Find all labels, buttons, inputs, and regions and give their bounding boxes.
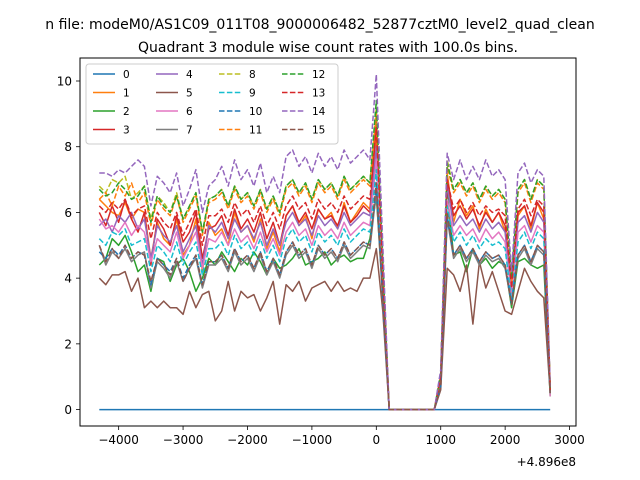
legend-label-2: 2	[123, 106, 130, 118]
figure-suptitle: n file: modeM0/AS1C09_011T08_9000006482_…	[45, 17, 594, 33]
x-tick-label: −3000	[163, 433, 204, 447]
legend-label-4: 4	[186, 69, 193, 81]
legend-label-11: 11	[249, 124, 262, 136]
series-line-6	[98, 159, 551, 411]
x-tick-label: 0	[372, 433, 380, 447]
plot-area-frame	[79, 57, 577, 427]
x-axis-offset-label: +4.896e8	[517, 455, 576, 469]
legend-label-8: 8	[249, 69, 256, 81]
legend-label-13: 13	[312, 87, 325, 99]
legend-label-6: 6	[186, 106, 193, 118]
x-tick-label: −4000	[98, 433, 139, 447]
chart-title: Quadrant 3 module wise count rates with …	[138, 40, 518, 56]
series-line-4	[98, 145, 551, 411]
series-line-3	[98, 119, 551, 411]
series-line-15	[98, 182, 551, 411]
legend-label-7: 7	[186, 124, 193, 136]
y-axis-ticks: 0 2 4 6 8 10	[57, 75, 80, 417]
series-line-14	[99, 73, 551, 411]
series-line-5	[98, 247, 551, 411]
legend-label-14: 14	[312, 106, 326, 118]
series-line-12	[98, 99, 551, 411]
legend-label-9: 9	[249, 87, 256, 99]
x-tick-label: −1000	[292, 433, 333, 447]
y-tick-label: 10	[57, 75, 72, 89]
x-tick-label: 3000	[554, 433, 585, 447]
x-tick-label: 1000	[425, 433, 456, 447]
y-tick-label: 8	[64, 140, 72, 154]
series-line-11	[98, 113, 551, 411]
y-tick-label: 2	[64, 337, 72, 351]
series-line-13	[98, 126, 551, 411]
legend-label-15: 15	[312, 124, 325, 136]
legend-label-3: 3	[123, 124, 130, 136]
x-tick-label: −2000	[227, 433, 268, 447]
legend-label-0: 0	[123, 69, 130, 81]
series-line-7	[98, 191, 551, 411]
legend-label-1: 1	[123, 87, 130, 99]
legend-label-10: 10	[249, 106, 262, 118]
y-tick-label: 0	[64, 403, 72, 417]
legend-label-5: 5	[186, 87, 193, 99]
series-line-9	[98, 168, 551, 411]
x-axis-ticks: −4000 −3000 −2000 −1000 0 1000 2000 3000	[98, 426, 585, 447]
legend-box	[85, 63, 339, 145]
x-tick-label: 2000	[490, 433, 521, 447]
series-lines	[98, 73, 551, 411]
y-tick-label: 4	[64, 272, 72, 286]
legend-label-12: 12	[312, 69, 325, 81]
y-tick-label: 6	[64, 206, 72, 220]
